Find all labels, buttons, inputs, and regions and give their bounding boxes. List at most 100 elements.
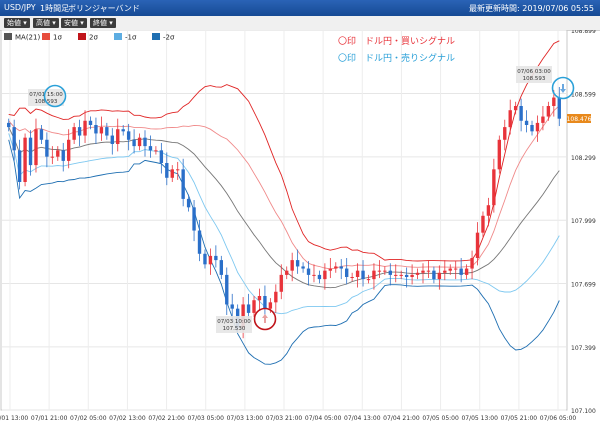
candle: [355, 263, 360, 288]
candle: [448, 264, 452, 275]
candle: [34, 118, 38, 173]
candle-body: [432, 270, 436, 280]
candle: [404, 267, 409, 288]
high-dropdown[interactable]: 高値 ▾: [33, 18, 59, 28]
candle-body: [230, 304, 234, 309]
candle: [415, 268, 420, 280]
candle-body: [372, 270, 376, 280]
candle: [323, 263, 327, 290]
candle: [377, 260, 382, 279]
candle-body: [105, 127, 109, 136]
candle: [214, 245, 218, 268]
candle: [432, 266, 436, 284]
annotation-price: 107.530: [223, 326, 246, 332]
high-dropdown-label: 高値: [36, 19, 50, 27]
candle: [508, 99, 512, 135]
candle: [7, 118, 11, 132]
signal-circle: [253, 307, 277, 331]
candle-body: [154, 150, 158, 152]
candle-body: [263, 296, 267, 309]
candle-body: [546, 106, 551, 117]
candle: [56, 146, 60, 161]
candle: [513, 101, 518, 115]
candle-body: [39, 129, 44, 140]
candle-body: [148, 146, 153, 151]
band-line: [8, 105, 560, 270]
candle: [186, 194, 191, 212]
candle-body: [197, 230, 202, 254]
chevron-down-icon: ▾: [80, 19, 84, 27]
candle: [339, 259, 343, 280]
candle: [208, 248, 213, 275]
candle: [50, 146, 55, 165]
y-tick-label: 108.299: [571, 155, 596, 162]
candle-body: [481, 215, 485, 233]
candle: [350, 272, 354, 282]
candle: [192, 199, 196, 242]
candle-body: [88, 120, 93, 125]
candle: [421, 263, 425, 284]
buy-signal-legend: 〇印 ドル円・買いシグナル: [338, 35, 455, 47]
band-line: [8, 40, 560, 262]
low-dropdown[interactable]: 安値 ▾: [61, 18, 87, 28]
candle: [252, 296, 256, 318]
candle-body: [121, 129, 125, 132]
band-line: [8, 139, 560, 365]
candle: [334, 262, 338, 273]
candle-body: [328, 268, 333, 271]
candle: [257, 288, 262, 311]
legend: MA(21) 1σ 2σ -1σ -2σ: [4, 33, 175, 42]
candle-body: [143, 137, 147, 147]
candle-body: [116, 129, 120, 144]
x-tick-label: 07/02 21:00: [148, 415, 185, 422]
candle: [301, 262, 305, 273]
candle: [197, 220, 202, 262]
candle-body: [285, 270, 289, 275]
candle: [443, 260, 447, 281]
candle: [17, 139, 22, 190]
x-tick-label: 07/05 21:00: [501, 415, 538, 422]
candle-body: [492, 169, 496, 206]
candle-body: [503, 127, 507, 140]
candle-body: [214, 255, 218, 261]
candle: [290, 252, 294, 282]
candle-body: [323, 270, 327, 280]
open-dropdown[interactable]: 始値 ▾: [4, 18, 30, 28]
candle-body: [399, 274, 403, 276]
candle-body: [443, 270, 447, 273]
candle: [110, 128, 114, 155]
candle: [475, 222, 480, 266]
candle: [39, 125, 44, 144]
candle-body: [508, 110, 512, 128]
candle-body: [295, 260, 300, 267]
price-chart: 108.899 108.599 108.299 107.999 107.699 107.3…: [0, 30, 596, 422]
y-tick-label: 107.399: [571, 345, 596, 352]
candle: [219, 255, 224, 280]
candle-body: [421, 270, 425, 273]
candle: [132, 129, 136, 154]
candle: [203, 249, 207, 269]
candle: [83, 110, 87, 143]
candle-body: [176, 169, 180, 171]
x-tick-label: 07/03 13:00: [227, 415, 264, 422]
candle: [361, 260, 365, 287]
candle: [535, 115, 540, 142]
candle-body: [28, 137, 33, 166]
chevron-down-icon: ▾: [52, 19, 56, 27]
annotation-time: 07/06 03:00: [517, 69, 551, 75]
candle: [66, 129, 71, 169]
candle-body: [541, 116, 545, 123]
candle: [279, 264, 283, 300]
candle: [464, 264, 469, 280]
x-tick-label: 07/05 05:00: [422, 415, 459, 422]
candle-body: [415, 272, 420, 275]
candle-body: [94, 125, 98, 134]
candle: [72, 122, 76, 144]
close-dropdown[interactable]: 終値 ▾: [90, 18, 116, 28]
candle-body: [7, 122, 11, 128]
candle-body: [77, 127, 82, 136]
x-tick-label: 07/05 13:00: [461, 415, 498, 422]
candle-body: [366, 279, 371, 281]
legend-swatch: [78, 33, 86, 40]
